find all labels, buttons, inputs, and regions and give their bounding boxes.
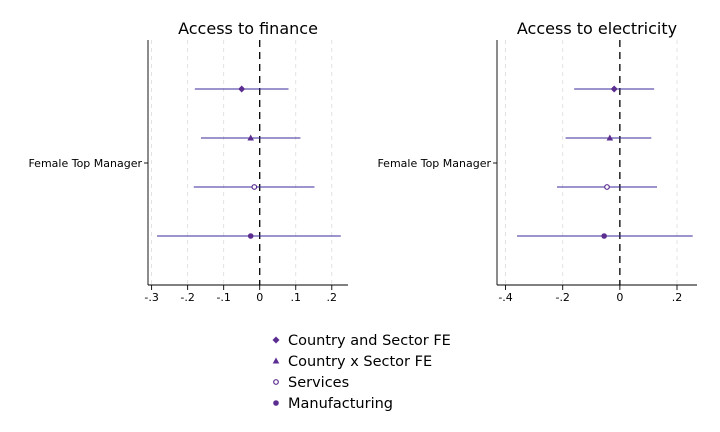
x-tick-label: -.2 [555,291,569,304]
legend-item: Country and Sector FE [272,333,451,349]
legend-item: Manufacturing [273,396,393,412]
x-tick-label: .1 [290,291,301,304]
x-tick-label: .2 [672,291,683,304]
point-estimate [610,85,618,93]
panel-2: Access to electricity Female Top Manager -… [377,19,697,304]
point-estimate [601,233,607,239]
x-tick-label: -.4 [498,291,512,304]
x-tick-label: -.1 [216,291,230,304]
point-estimate [604,184,610,190]
x-tick-label: -.3 [144,291,158,304]
point-estimate [247,233,254,239]
legend-marker-diamond [272,336,280,344]
point-estimate [247,134,255,141]
y-category-label: Female Top Manager [377,157,491,170]
panel-1: Access to finance Female Top Manager -.3 -.… [28,19,348,304]
legend-item: Country x Sector FE [272,354,432,370]
x-tick-label: 0 [256,291,263,304]
x-tick-label: 0 [616,291,623,304]
legend-label: Manufacturing [288,396,393,412]
x-tick-label: .2 [327,291,338,304]
legend-marker-hollow-circle [273,379,279,385]
point-estimate [238,85,246,93]
panels: Access to finance Female Top Manager -.3 -.… [28,19,697,304]
legend-item: Services [273,375,349,391]
legend-marker-circle [273,400,279,406]
chart-title: Access to finance [178,19,318,38]
point-estimate [251,184,258,190]
legend-label: Country and Sector FE [288,333,451,349]
point-estimate [606,134,614,141]
legend-label: Services [288,375,349,391]
legend: Country and Sector FE Country x Sector FE… [272,333,451,412]
y-category-label: Female Top Manager [28,157,142,170]
legend-label: Country x Sector FE [288,354,432,370]
x-tick-label: -.2 [180,291,194,304]
legend-marker-triangle [272,357,280,364]
chart-title: Access to electricity [517,19,677,38]
